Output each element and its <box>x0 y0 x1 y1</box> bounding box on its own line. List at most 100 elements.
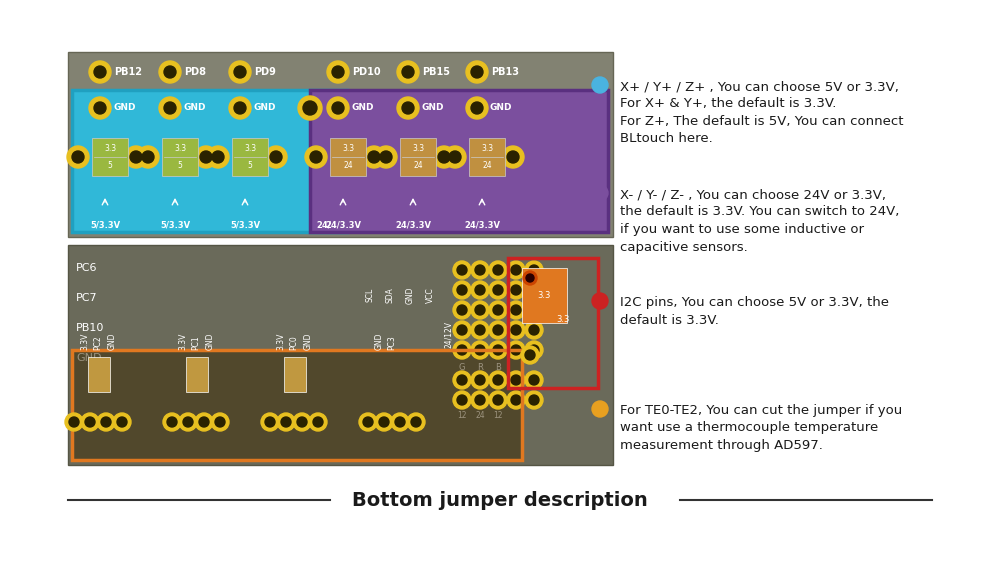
Circle shape <box>493 285 503 295</box>
Circle shape <box>529 375 539 385</box>
Text: 3.3: 3.3 <box>244 144 256 153</box>
Circle shape <box>453 301 471 319</box>
Circle shape <box>493 325 503 335</box>
Bar <box>232 138 268 176</box>
Circle shape <box>293 413 311 431</box>
Text: PB13: PB13 <box>491 67 519 77</box>
Circle shape <box>234 66 246 78</box>
Text: GND: GND <box>406 286 415 304</box>
Circle shape <box>164 102 176 114</box>
Circle shape <box>529 325 539 335</box>
Text: 3.3: 3.3 <box>174 144 186 153</box>
Circle shape <box>368 151 380 163</box>
Circle shape <box>471 261 489 279</box>
Text: 5: 5 <box>108 161 112 170</box>
Circle shape <box>457 305 467 315</box>
Circle shape <box>529 265 539 275</box>
Circle shape <box>507 341 525 359</box>
Circle shape <box>511 305 521 315</box>
Circle shape <box>297 417 307 427</box>
Text: PB15: PB15 <box>422 67 450 77</box>
Circle shape <box>471 371 489 389</box>
Text: GND: GND <box>206 333 214 350</box>
Circle shape <box>453 391 471 409</box>
Circle shape <box>475 375 485 385</box>
Circle shape <box>113 413 131 431</box>
Circle shape <box>159 61 181 83</box>
Circle shape <box>207 146 229 168</box>
Circle shape <box>402 102 414 114</box>
Circle shape <box>507 301 525 319</box>
Circle shape <box>142 151 154 163</box>
Circle shape <box>179 413 197 431</box>
Circle shape <box>489 371 507 389</box>
Text: 24: 24 <box>413 161 423 170</box>
Circle shape <box>453 261 471 279</box>
Bar <box>72 350 522 460</box>
Text: 3.3: 3.3 <box>481 144 493 153</box>
Circle shape <box>471 301 489 319</box>
Circle shape <box>200 151 212 163</box>
Circle shape <box>332 102 344 114</box>
Circle shape <box>277 413 295 431</box>
Text: SCL: SCL <box>366 288 374 302</box>
Circle shape <box>125 146 147 168</box>
Circle shape <box>493 305 503 315</box>
Circle shape <box>475 325 485 335</box>
Bar <box>68 52 613 237</box>
Text: For TE0-TE2, You can cut the jumper if you
want use a thermocouple temperature
m: For TE0-TE2, You can cut the jumper if y… <box>620 404 902 452</box>
Circle shape <box>592 293 608 309</box>
Circle shape <box>159 97 181 119</box>
Circle shape <box>471 321 489 339</box>
Text: PC1: PC1 <box>192 336 200 350</box>
Circle shape <box>433 146 455 168</box>
Circle shape <box>265 146 287 168</box>
Text: 5/3.3V: 5/3.3V <box>90 220 120 229</box>
Circle shape <box>507 261 525 279</box>
Circle shape <box>265 417 275 427</box>
Circle shape <box>94 66 106 78</box>
Circle shape <box>137 146 159 168</box>
Bar <box>469 138 505 176</box>
Circle shape <box>332 66 344 78</box>
Text: PC3: PC3 <box>388 335 396 350</box>
Circle shape <box>164 66 176 78</box>
Bar <box>88 357 110 392</box>
Circle shape <box>525 281 543 299</box>
Circle shape <box>525 261 543 279</box>
Circle shape <box>471 102 483 114</box>
Circle shape <box>212 151 224 163</box>
Circle shape <box>89 97 111 119</box>
Circle shape <box>511 395 521 405</box>
Text: 3.3V: 3.3V <box>276 333 286 350</box>
Circle shape <box>195 146 217 168</box>
Circle shape <box>130 151 142 163</box>
Text: 24: 24 <box>475 410 485 419</box>
Circle shape <box>183 417 193 427</box>
Circle shape <box>529 395 539 405</box>
Circle shape <box>167 417 177 427</box>
Circle shape <box>453 281 471 299</box>
Text: 3.3: 3.3 <box>556 315 569 324</box>
Text: PD9: PD9 <box>254 67 276 77</box>
Circle shape <box>525 321 543 339</box>
Circle shape <box>438 151 450 163</box>
Circle shape <box>592 185 608 201</box>
Circle shape <box>507 391 525 409</box>
Circle shape <box>511 285 521 295</box>
Text: PD10: PD10 <box>352 67 381 77</box>
Circle shape <box>493 345 503 355</box>
Circle shape <box>211 413 229 431</box>
Circle shape <box>97 413 115 431</box>
Text: 24/12V: 24/12V <box>444 321 452 348</box>
Circle shape <box>507 151 519 163</box>
Text: 3.3: 3.3 <box>412 144 424 153</box>
Bar <box>310 90 608 232</box>
Text: GND: GND <box>304 333 312 350</box>
Circle shape <box>199 417 209 427</box>
Circle shape <box>475 265 485 275</box>
Circle shape <box>511 345 521 355</box>
Circle shape <box>471 281 489 299</box>
Circle shape <box>511 325 521 335</box>
Circle shape <box>234 102 246 114</box>
